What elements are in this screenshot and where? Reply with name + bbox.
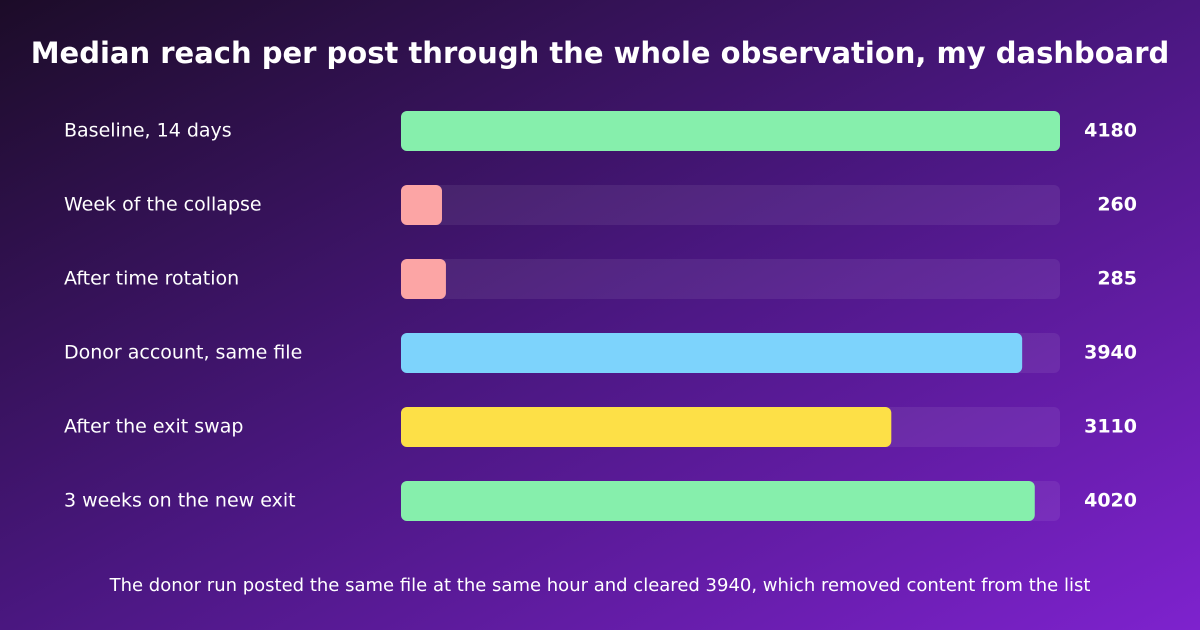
value-label: 4180	[1084, 120, 1137, 142]
value-label: 285	[1097, 268, 1137, 290]
category-label: After time rotation	[64, 268, 239, 290]
bar	[401, 185, 442, 225]
bar-track	[401, 259, 1060, 299]
value-label: 3110	[1084, 416, 1137, 438]
value-label: 260	[1097, 194, 1137, 216]
bar-track	[401, 185, 1060, 225]
category-label: Week of the collapse	[64, 194, 262, 216]
category-label: After the exit swap	[64, 416, 243, 438]
category-label: Donor account, same file	[64, 342, 302, 364]
bar	[401, 259, 446, 299]
bar	[401, 333, 1023, 373]
value-label: 3940	[1084, 342, 1137, 364]
bar	[401, 481, 1035, 521]
category-label: 3 weeks on the new exit	[64, 490, 296, 512]
footnote: The donor run posted the same file at th…	[109, 575, 1091, 596]
value-label: 4020	[1084, 490, 1137, 512]
bar	[401, 111, 1060, 151]
chart-title: Median reach per post through the whole …	[31, 36, 1170, 70]
bar	[401, 407, 892, 447]
category-label: Baseline, 14 days	[64, 120, 232, 142]
